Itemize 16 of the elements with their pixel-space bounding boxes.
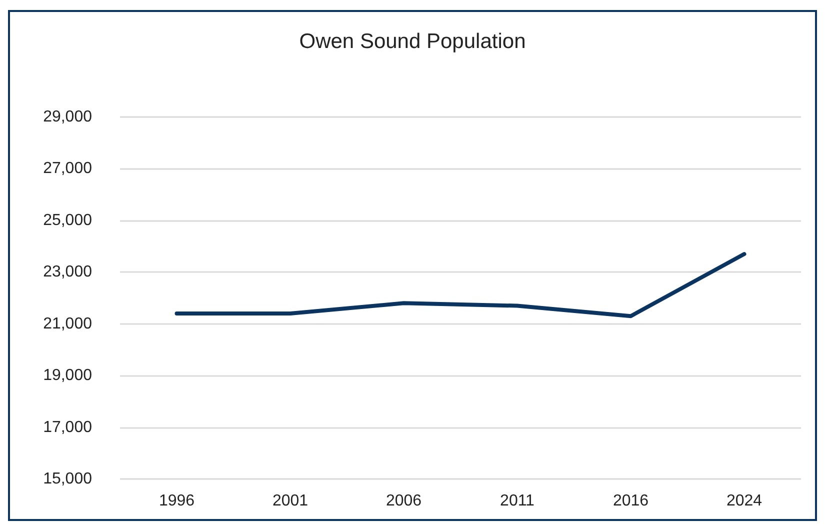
y-tick-label: 21,000 <box>43 315 92 332</box>
x-tick-label: 2006 <box>386 492 422 510</box>
y-tick-label: 23,000 <box>43 264 92 281</box>
y-tick-label: 29,000 <box>43 108 92 126</box>
y-tick-label: 15,000 <box>43 470 92 488</box>
x-tick-label: 1996 <box>158 492 195 510</box>
chart-title: Owen Sound Population <box>299 30 526 53</box>
x-tick-label: 2016 <box>612 492 649 510</box>
x-tick-label: 2011 <box>500 492 535 510</box>
line-series <box>174 252 746 318</box>
y-tick-label: 17,000 <box>43 418 92 436</box>
y-tick-label: 27,000 <box>43 160 92 178</box>
y-tick-label: 25,000 <box>43 212 92 229</box>
x-tick-label: 2024 <box>726 492 762 510</box>
y-tick-label: 19,000 <box>43 367 92 384</box>
x-tick-label: 2001 <box>272 492 308 510</box>
